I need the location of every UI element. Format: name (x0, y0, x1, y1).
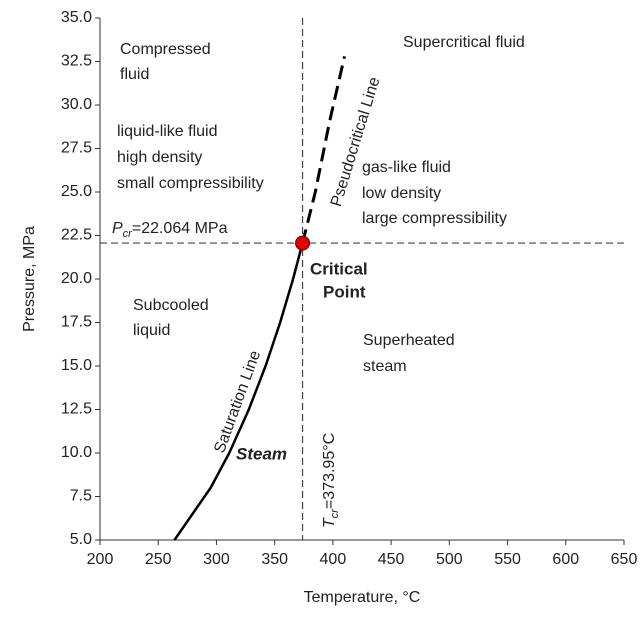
pcr-text: =22.064 MPa (132, 220, 228, 237)
y-tick-label: 25.0 (61, 183, 92, 200)
y-tick-label: 20.0 (61, 270, 92, 287)
pcr-symbol: P (112, 220, 123, 237)
y-tick-label: 15.0 (61, 357, 92, 374)
tcr-label: Tcr=373.95°C (321, 433, 341, 528)
x-tick-label: 250 (145, 551, 172, 568)
annotation: high density (117, 149, 202, 166)
y-tick-label: 10.0 (61, 444, 92, 461)
annotation: liquid-like fluid (117, 123, 218, 140)
tcr-subscript: cr (329, 508, 341, 519)
annotation: liquid (133, 322, 170, 339)
annotation: large compressibility (362, 210, 507, 227)
x-tick-label: 650 (611, 551, 638, 568)
x-tick-label: 400 (320, 551, 347, 568)
series-label: Saturation Line (211, 348, 264, 455)
y-tick-label: 7.5 (70, 488, 92, 505)
tcr-symbol: T (321, 517, 338, 528)
x-tick-label: 550 (494, 551, 521, 568)
annotation: small compressibility (117, 175, 264, 192)
x-tick-label: 500 (436, 551, 463, 568)
y-tick-label: 12.5 (61, 401, 92, 418)
annotation: Steam (236, 444, 287, 463)
y-tick-label: 17.5 (61, 314, 92, 331)
y-tick-label: 27.5 (61, 140, 92, 157)
x-tick-label: 300 (203, 551, 230, 568)
annotations: Compressed fluid Supercritical fluid liq… (112, 34, 525, 528)
x-tick-label: 200 (87, 551, 114, 568)
annotation: Critical (310, 259, 368, 278)
annotation: Subcooled (133, 297, 209, 314)
y-tick-label: 32.5 (61, 53, 92, 70)
critical-point (295, 235, 311, 251)
pcr-label: Pcr=22.064 MPa (112, 220, 228, 240)
x-axis-title: Temperature, °C (304, 589, 421, 606)
y-tick-label: 5.0 (70, 531, 92, 548)
annotation: steam (363, 358, 407, 375)
annotation: Superheated (363, 332, 455, 349)
annotation: gas-like fluid (362, 159, 451, 176)
y-axis-title: Pressure, MPa (21, 226, 38, 332)
x-tick-label: 450 (378, 551, 405, 568)
y-tick-label: 35.0 (61, 9, 92, 26)
annotation: Supercritical fluid (403, 34, 525, 51)
annotation: Compressed (120, 41, 211, 58)
annotation: fluid (120, 66, 149, 83)
x-tick-label: 350 (261, 551, 288, 568)
y-tick-label: 22.5 (61, 227, 92, 244)
tcr-text: =373.95°C (321, 433, 338, 509)
annotation: low density (362, 185, 441, 202)
series-line (301, 55, 346, 244)
series-line (173, 242, 304, 541)
pcr-subscript: cr (123, 228, 134, 240)
x-tick-label: 600 (552, 551, 579, 568)
y-tick-label: 30.0 (61, 96, 92, 113)
annotation: Point (323, 282, 366, 301)
